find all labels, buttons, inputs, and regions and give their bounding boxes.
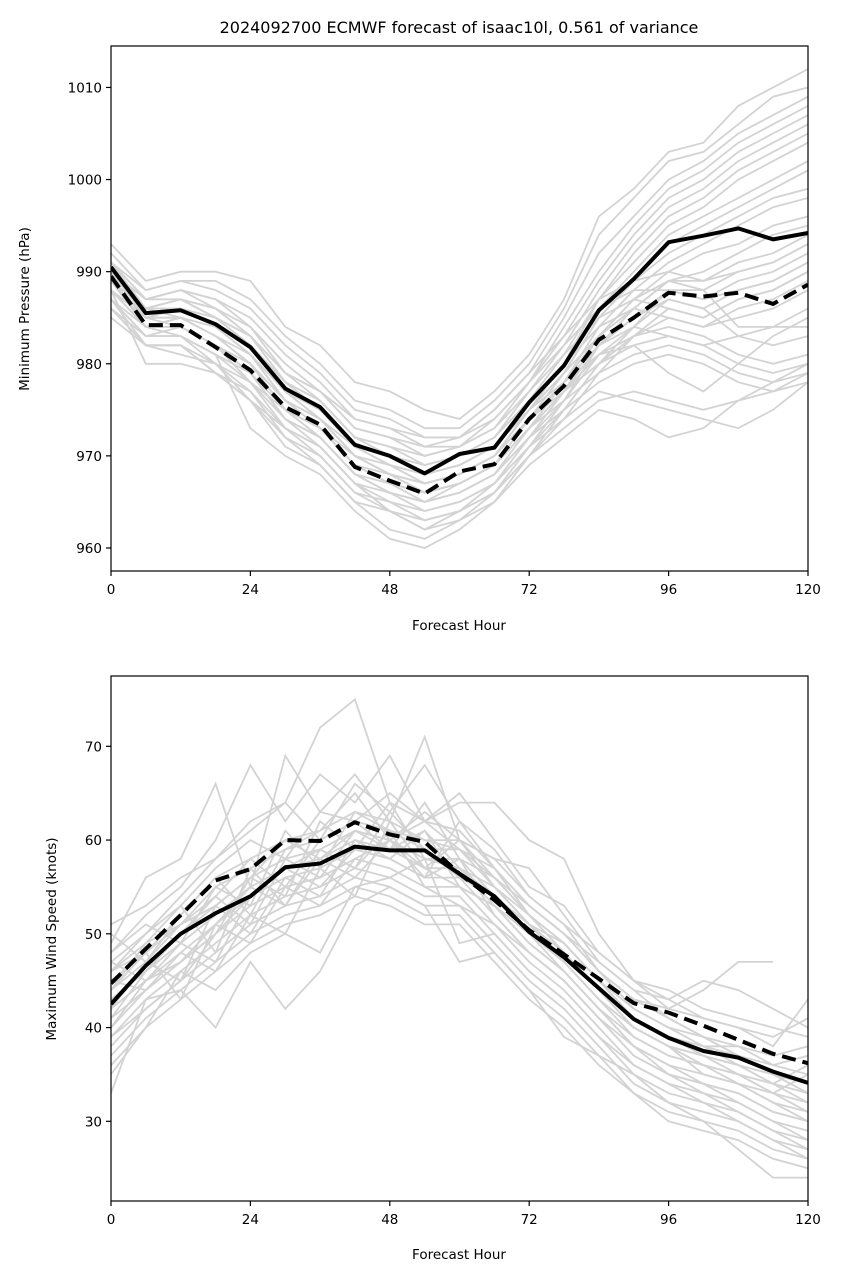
ensemble-member-line	[111, 298, 808, 540]
ensemble-member-line	[111, 857, 808, 1132]
ensemble-member-line	[111, 261, 808, 485]
ensemble-member-line	[111, 95, 808, 439]
y-tick-label: 1000	[68, 173, 102, 189]
ensemble-member-line	[111, 857, 808, 1160]
ensemble-member-line	[111, 289, 808, 531]
y-tick-label: 980	[76, 357, 102, 373]
ensemble-member-line	[111, 885, 808, 1160]
ensemble-mean-line	[111, 226, 808, 476]
y-tick-label: 970	[76, 449, 102, 465]
ensemble-member-line	[111, 280, 808, 549]
weighted-forecast-line	[111, 820, 808, 1066]
pressure-panel: 0 24 48 72 96 120 960 970 980 990 1000 1010	[68, 45, 821, 598]
axes-frame	[110, 675, 809, 1202]
ensemble-member-line	[111, 819, 808, 1123]
ensemble-member-line	[111, 234, 808, 503]
x-tick-label: 72	[521, 582, 538, 598]
x-tick-label: 0	[107, 1212, 116, 1228]
y-axis-label-wind: Maximum Wind Speed (knots)	[44, 837, 60, 1040]
ensemble-member-line	[111, 885, 808, 1179]
x-tick-label: 96	[660, 582, 677, 598]
ensemble-member-line	[111, 820, 808, 1085]
y-tick-label: 960	[76, 541, 102, 557]
ensemble-member-line	[111, 243, 808, 513]
x-tick-label: 120	[795, 582, 821, 598]
x-tick-label: 96	[660, 1212, 677, 1228]
y-tick-label: 50	[85, 927, 102, 943]
ensemble-member-line	[111, 105, 808, 448]
ensemble-member-line	[111, 270, 808, 457]
x-tick-label: 0	[107, 582, 116, 598]
ensemble-member-line	[111, 68, 808, 420]
x-axis-label-pressure: Forecast Hour	[412, 618, 506, 634]
plot-area	[111, 697, 808, 1179]
x-tick-label: 48	[381, 582, 398, 598]
ensemble-member-line	[111, 867, 808, 1141]
ensemble-member-line	[111, 243, 808, 439]
ensemble-member-line	[111, 271, 808, 503]
wind-panel: 0 24 48 72 96 120 30 40 50 60 70	[85, 675, 821, 1228]
ensemble-member-line	[111, 754, 808, 1038]
ensemble-member-line	[111, 792, 808, 1076]
y-tick-label: 60	[85, 833, 102, 849]
ensemble-member-line	[111, 697, 774, 1010]
x-tick-label: 24	[242, 1212, 259, 1228]
ensemble-member-line	[111, 734, 808, 1029]
axes-frame	[110, 45, 809, 572]
ensemble-mean-line	[111, 844, 808, 1085]
ensemble-member-line	[111, 895, 808, 1170]
y-tick-label: 990	[76, 265, 102, 281]
ensemble-member-line	[111, 876, 808, 1151]
ensemble-member-line	[111, 819, 808, 1067]
ensemble-member-line	[111, 839, 808, 1113]
chart-title: 2024092700 ECMWF forecast of isaac10l, 0…	[220, 18, 699, 37]
x-tick-label: 72	[521, 1212, 538, 1228]
ensemble-member-line	[111, 848, 808, 1123]
x-tick-label: 48	[381, 1212, 398, 1228]
y-tick-label: 40	[85, 1021, 102, 1037]
y-axis-label-pressure: Minimum Pressure (hPa)	[17, 227, 33, 391]
ensemble-member-line	[111, 801, 808, 1095]
ensemble-member-line	[111, 791, 808, 1038]
ensemble-member-line	[111, 86, 808, 430]
ensemble-member-line	[111, 810, 808, 1085]
ensemble-member-line	[111, 820, 808, 1151]
y-tick-label: 30	[85, 1114, 102, 1130]
plot-area	[111, 68, 808, 549]
y-tick-label: 70	[85, 739, 102, 755]
x-tick-label: 120	[795, 1212, 821, 1228]
ensemble-member-line	[111, 829, 808, 1123]
ensemble-member-line	[111, 298, 808, 503]
x-tick-label: 24	[242, 582, 259, 598]
x-axis-label-wind: Forecast Hour	[412, 1247, 506, 1263]
ensemble-member-line	[111, 114, 808, 457]
ensemble-member-line	[111, 271, 808, 476]
ensemble-member-line	[111, 252, 808, 513]
weighted-forecast-line	[111, 275, 808, 496]
y-tick-label: 1010	[68, 80, 102, 96]
ensemble-member-line	[111, 810, 808, 1104]
